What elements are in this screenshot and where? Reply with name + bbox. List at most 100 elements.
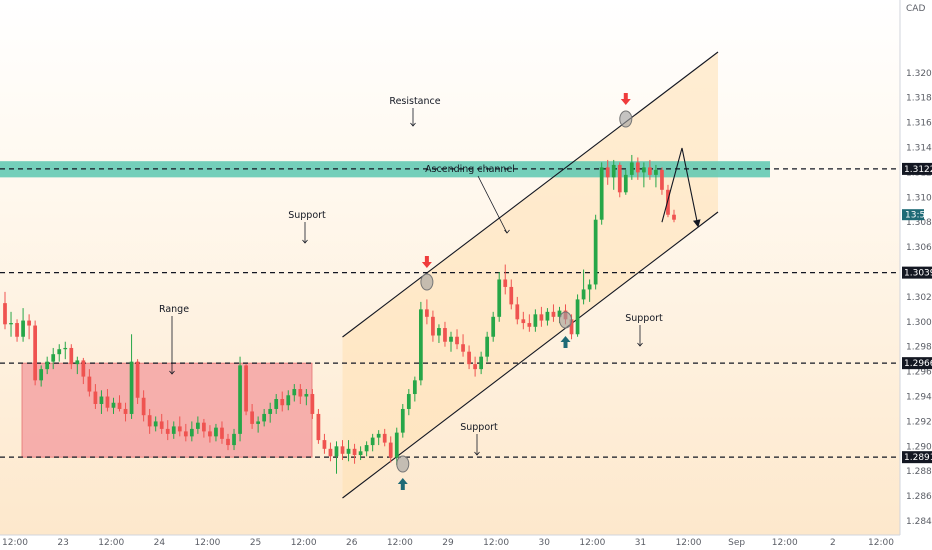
price-tick-label: 1.28400 <box>906 517 932 527</box>
candle <box>9 311 13 337</box>
candle-body <box>280 399 285 406</box>
candle <box>226 433 230 451</box>
candle-body <box>310 394 315 414</box>
annotation-support-pointer-head <box>474 451 480 456</box>
candle <box>437 324 441 343</box>
candle <box>418 301 423 386</box>
candle-body <box>202 422 206 432</box>
candle-body <box>467 351 471 365</box>
candle <box>165 420 170 441</box>
time-axis-panel <box>0 535 932 550</box>
candle <box>629 154 634 180</box>
candle-body <box>69 347 74 365</box>
candle <box>334 441 339 474</box>
candle-body <box>117 402 122 409</box>
candle <box>202 418 206 438</box>
candle-body <box>75 360 80 365</box>
time-tick-label: 12:00 <box>483 538 509 548</box>
price-tick-label: 1.28800 <box>906 467 932 477</box>
candle <box>123 402 128 422</box>
candle <box>551 304 556 322</box>
annotation-support: Support <box>460 422 498 433</box>
candle-body <box>286 395 291 406</box>
price-tick-label: 1.31600 <box>906 119 932 129</box>
candle-body <box>491 316 496 337</box>
candle-body <box>521 319 526 324</box>
candle <box>33 320 38 386</box>
candle <box>431 310 435 342</box>
candle <box>111 397 116 414</box>
candle-body <box>256 421 261 424</box>
candle <box>587 279 592 302</box>
candle <box>328 442 333 462</box>
candle-body <box>503 279 508 287</box>
candle-body <box>509 286 514 305</box>
time-tick-label: 12:00 <box>194 538 220 548</box>
candle-body <box>418 309 423 381</box>
candle-body <box>617 164 622 193</box>
candle-body <box>599 167 604 220</box>
time-tick-label: 12:00 <box>579 538 605 548</box>
buy-arrow-icon <box>397 478 408 490</box>
candle <box>39 365 44 387</box>
candle-body <box>382 433 387 443</box>
candle <box>27 314 31 340</box>
level-price-tag <box>902 451 932 464</box>
candle <box>268 402 273 423</box>
candle-body <box>238 365 242 434</box>
annotation-support: Support <box>625 313 663 324</box>
candle <box>635 157 640 180</box>
candle-body <box>376 433 381 438</box>
price-tick-label: 1.31800 <box>906 94 932 104</box>
annotation-ascending-channel-pointer-head <box>504 229 510 234</box>
level-price-tag-text: 1.29668 <box>904 359 932 369</box>
candle-body <box>292 389 297 396</box>
annotation-support-pointer-head <box>302 239 308 244</box>
candle <box>491 311 496 342</box>
time-tick-label: 25 <box>250 538 261 548</box>
candle <box>660 167 664 195</box>
candle-body <box>111 402 116 408</box>
price-tick-label: 1.30000 <box>906 318 932 328</box>
candle-body <box>57 349 62 355</box>
sell-arrow-icon <box>620 93 631 105</box>
candle <box>581 269 586 305</box>
candle-body <box>298 389 303 397</box>
candle <box>57 344 62 362</box>
candle-body <box>623 174 628 193</box>
candle-body <box>147 415 152 427</box>
candle-body <box>153 421 158 427</box>
annotation-range-pointer-head <box>169 370 175 375</box>
price-tick-label: 1.30800 <box>906 218 932 228</box>
countdown-tag-text: 13:57 <box>905 211 931 221</box>
candle-body <box>545 311 550 321</box>
price-tick-label: 1.28600 <box>906 492 932 502</box>
candle <box>262 408 267 427</box>
candle-body <box>63 347 68 350</box>
candle <box>672 209 676 223</box>
candle <box>641 162 646 188</box>
candle <box>135 359 140 404</box>
candle <box>400 403 405 438</box>
time-tick-label: 12:00 <box>387 538 413 548</box>
candle-body <box>394 432 399 458</box>
candle <box>515 296 520 325</box>
channel-lower-line[interactable] <box>342 211 719 499</box>
candle-body <box>45 361 50 370</box>
candle-body <box>672 214 676 220</box>
candle-body <box>334 446 339 457</box>
candle-body <box>611 164 616 178</box>
time-tick-label: 29 <box>442 538 454 548</box>
candle-body <box>515 304 520 320</box>
candle <box>3 291 7 330</box>
candle-body <box>322 440 327 449</box>
candle <box>473 356 477 377</box>
candle <box>195 416 200 434</box>
candle-body <box>208 431 212 437</box>
candle <box>449 331 453 352</box>
channel-upper-line[interactable] <box>342 51 719 338</box>
candle <box>346 440 351 462</box>
